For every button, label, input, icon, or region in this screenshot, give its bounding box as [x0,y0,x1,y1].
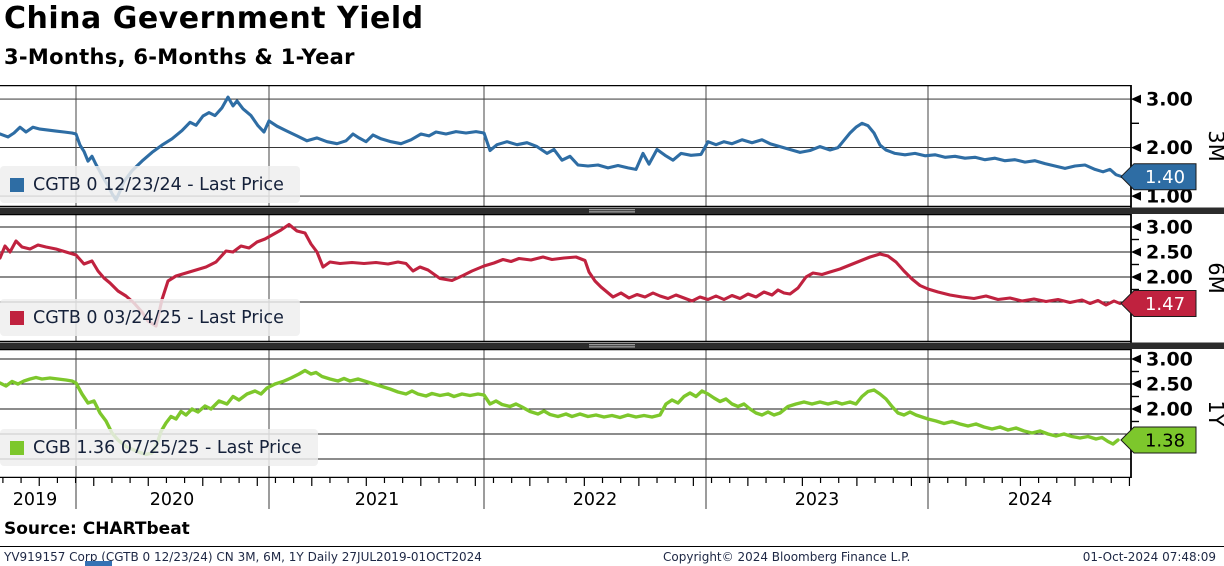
y-axis-label: 3.00 [1146,217,1193,239]
legend-swatch-1y-icon [10,440,24,455]
y-axis-label: 2.50 [1146,242,1193,264]
axis-tick-arrow-icon [1131,354,1141,364]
y-axis-label: 3.00 [1146,349,1193,371]
x-axis-year-label: 2023 [795,490,840,510]
axis-tick-arrow-icon [1131,247,1141,257]
x-axis-year-label: 2020 [150,490,195,510]
series-line-1y[interactable] [0,368,1120,457]
axis-tick-arrow-icon [1131,379,1141,389]
axis-tick-arrow-icon [1131,191,1141,201]
timestamp: 01-Oct-2024 07:48:09 [1082,550,1216,564]
chart-title: China Gevernment Yield [4,1,424,36]
axis-tick-arrow-icon [1131,143,1141,153]
legend-1y[interactable]: CGB 1.36 07/25/25 - Last Price [0,429,318,466]
legend-3m[interactable]: CGTB 0 12/23/24 - Last Price [0,166,300,203]
panel-axis-title-6m: 6M [1204,262,1224,293]
last-price-tag-6m: 1.47 [1120,290,1197,317]
legend-swatch-3m-icon [10,177,24,192]
x-axis-year-label: 2019 [13,490,58,510]
y-axis-label: 2.00 [1146,267,1193,289]
terminal-info: YV919157 Corp (CGTB 0 12/23/24) CN 3M, 6… [4,550,482,564]
y-axis-label: 2.50 [1146,374,1193,396]
axis-tick-arrow-icon [1131,222,1141,232]
last-price-value: 1.47 [1145,294,1185,315]
axis-tick-arrow-icon [1131,94,1141,104]
y-axis-label: 1.00 [1146,186,1193,208]
panel-axis-title-1y: 1Y [1204,400,1224,426]
legend-swatch-6m-icon [10,310,24,325]
panel-divider-handle[interactable] [0,342,1224,350]
y-axis-label: 2.00 [1146,137,1193,159]
panel-divider-handle[interactable] [0,207,1224,215]
y-axis-label: 3.00 [1146,89,1193,111]
copyright-text: Copyright© 2024 Bloomberg Finance L.P. [663,550,911,564]
last-price-value: 1.40 [1145,167,1185,188]
x-axis-year-label: 2022 [573,490,618,510]
bottom-blue-strip [85,561,112,566]
source-label: Source: CHARTbeat [4,519,190,539]
last-price-tag-3m: 1.40 [1120,163,1197,191]
footer-divider [0,546,1224,547]
legend-label-1y: CGB 1.36 07/25/25 - Last Price [33,437,302,458]
panel-axis-title-3m: 3M [1204,130,1224,161]
footer-bar: YV919157 Corp (CGTB 0 12/23/24) CN 3M, 6… [0,550,1224,566]
last-price-tag-1y: 1.38 [1120,426,1197,454]
legend-label-3m: CGTB 0 12/23/24 - Last Price [33,174,284,195]
chart-subtitle: 3-Months, 6-Months & 1-Year [4,45,355,69]
legend-6m[interactable]: CGTB 0 03/24/25 - Last Price [0,299,300,336]
x-axis-year-label: 2021 [355,490,400,510]
axis-tick-arrow-icon [1131,404,1141,414]
x-axis-year-label: 2024 [1008,490,1053,510]
last-price-value: 1.38 [1145,431,1185,452]
axis-tick-arrow-icon [1131,272,1141,282]
y-axis-label: 2.00 [1146,399,1193,421]
legend-label-6m: CGTB 0 03/24/25 - Last Price [33,307,284,328]
